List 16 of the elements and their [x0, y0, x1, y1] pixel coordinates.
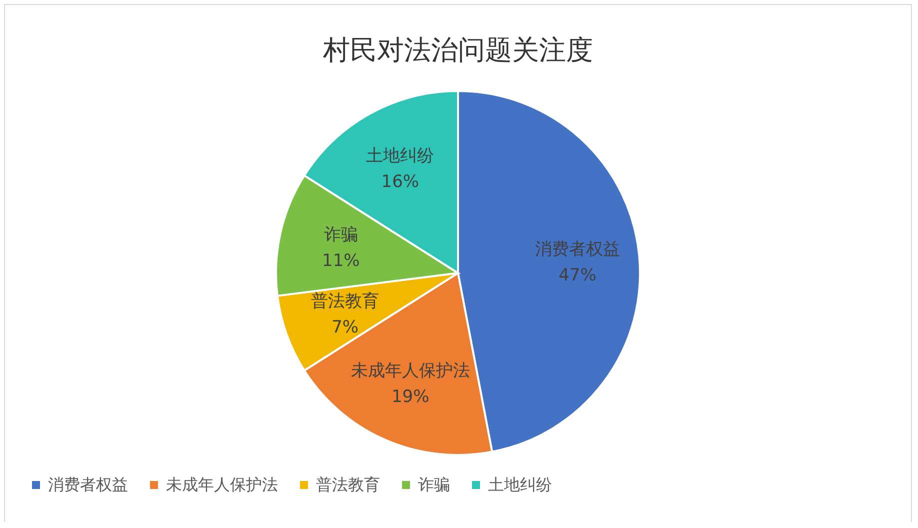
- data-label: 11%: [322, 250, 360, 271]
- slice-label: 消费者权益: [534, 240, 620, 260]
- slice-label: 诈骗: [324, 224, 358, 245]
- legend-label: 消费者权益: [48, 475, 128, 494]
- chart-title: 村民对法治问题关注度: [322, 35, 593, 66]
- legend-label: 普法教育: [316, 475, 380, 494]
- legend-label: 土地纠纷: [488, 475, 552, 494]
- slice-label: 未成年人保护法: [350, 361, 470, 382]
- data-label: 16%: [381, 172, 420, 192]
- slice-label: 土地纠纷: [366, 146, 434, 166]
- legend-label: 诈骗: [418, 475, 450, 494]
- data-label: 19%: [391, 387, 430, 408]
- data-label: 47%: [558, 266, 596, 286]
- data-label: 7%: [332, 318, 359, 338]
- legend-label: 未成年人保护法: [166, 475, 278, 494]
- slice-label: 普法教育: [311, 292, 380, 312]
